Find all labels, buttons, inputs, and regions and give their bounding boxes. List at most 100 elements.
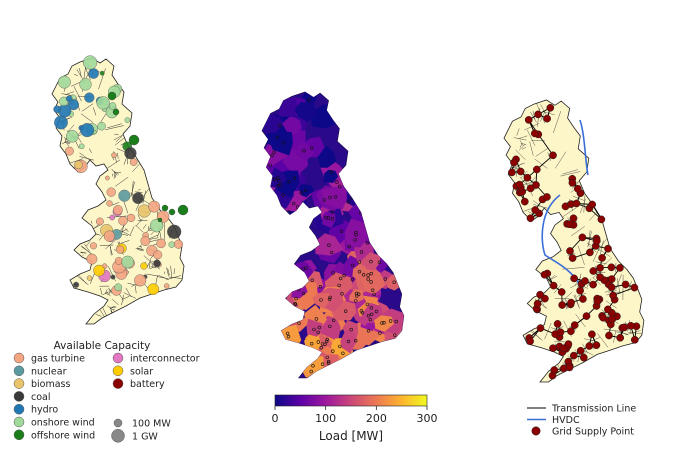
onshore-wind-marker: [124, 117, 131, 123]
load-point: [329, 250, 334, 255]
region-boundary: [108, 288, 112, 294]
region-boundary: [65, 91, 75, 95]
grid-supply-point-marker: [526, 184, 535, 193]
load-region: [302, 356, 324, 375]
size-legend-label: 100 MW: [132, 419, 171, 430]
gas-turbine-legend-swatch: [13, 352, 25, 364]
gas-turbine-marker: [89, 242, 97, 250]
solar-legend-swatch: [112, 365, 124, 377]
load-point: [272, 177, 277, 182]
hydro-marker: [54, 115, 68, 130]
load-point: [327, 359, 331, 364]
region-boundary: [76, 69, 83, 80]
grid-supply-point-marker: [588, 200, 597, 209]
load-point: [285, 331, 290, 336]
load-point: [301, 291, 306, 296]
load-point: [354, 339, 358, 343]
region-boundary: [73, 86, 82, 102]
load-point: [325, 337, 329, 342]
load-point: [372, 292, 376, 297]
load-point: [314, 317, 319, 321]
grid-supply-point-marker: [596, 263, 604, 272]
grid-supply-point-marker: [586, 248, 594, 257]
region-boundary: [151, 263, 154, 268]
hvdc-link-west: [541, 194, 581, 286]
region-boundary: [136, 218, 143, 226]
colorbar-gradient: [274, 394, 428, 407]
load-point: [350, 263, 355, 268]
grid-supply-point-marker: [516, 167, 525, 176]
gas-turbine-marker: [113, 205, 123, 215]
region-boundary: [121, 294, 124, 306]
region-boundary: [521, 147, 527, 150]
region-boundary: [111, 202, 120, 206]
region-boundary: [115, 173, 117, 178]
load-point: [366, 329, 371, 333]
hvdc-legend-label: HVDC: [552, 415, 580, 426]
region-boundary: [123, 292, 137, 299]
grid-supply-point-marker: [543, 114, 551, 123]
gas-turbine-marker: [134, 274, 147, 287]
load-region: [323, 169, 339, 183]
grid-supply-point-marker: [604, 244, 612, 253]
load-point: [342, 273, 346, 278]
grid-supply-point-marker: [526, 337, 534, 346]
load-point: [346, 339, 351, 344]
grid-supply-point-marker: [533, 299, 542, 308]
grid-supply-point-marker: [549, 344, 557, 353]
capacity-map: [51, 55, 189, 325]
region-boundary: [142, 190, 147, 204]
coal-marker: [73, 281, 80, 288]
load-point: [354, 299, 358, 303]
region-boundary: [115, 135, 123, 142]
load-point: [331, 271, 335, 275]
region-boundary: [113, 171, 116, 179]
region-boundary: [105, 289, 108, 294]
region-boundary: [82, 254, 84, 256]
load-point: [340, 292, 344, 296]
grid-supply-point-marker: [568, 254, 577, 262]
grid-supply-point-marker: [582, 312, 591, 320]
grid-supply-point-marker: [553, 320, 562, 328]
load-point: [325, 339, 329, 344]
coal-legend-swatch: [13, 391, 25, 402]
region-boundary: [513, 137, 527, 141]
region-boundary: [560, 171, 581, 177]
load-point: [355, 294, 359, 298]
load-point: [357, 260, 362, 264]
load-point: [331, 349, 335, 353]
grid-supply-points: [508, 103, 641, 380]
region-boundary: [573, 294, 580, 309]
load-point: [333, 195, 338, 199]
region-boundary: [140, 245, 143, 249]
network-map: [503, 99, 645, 383]
load-point: [316, 340, 320, 344]
onshore-wind-marker: [97, 121, 106, 131]
hydro-legend-label: hydro: [31, 405, 58, 416]
grid-supply-point-marker: [608, 315, 617, 324]
load-point: [369, 280, 373, 284]
grid-supply-point-marker: [564, 340, 573, 348]
grid-supply-point-marker: [609, 291, 617, 300]
grid-supply-point-marker: [546, 103, 555, 112]
solar-marker: [93, 264, 105, 277]
grid-supply-point-marker: [523, 173, 532, 182]
grid-supply-point-marker: [578, 233, 587, 242]
region-boundary: [560, 291, 573, 303]
grid-supply-point-marker: [573, 184, 582, 193]
region-boundary: [166, 275, 181, 280]
region-boundary: [66, 141, 71, 144]
region-boundary: [122, 296, 130, 300]
colorbar-tick-label: 100: [315, 412, 336, 425]
region-boundary: [105, 239, 117, 250]
load-point: [346, 200, 351, 204]
load-point: [330, 210, 335, 214]
gas-turbine-marker: [153, 250, 163, 260]
region-boundary: [110, 307, 112, 314]
load-point: [394, 319, 398, 324]
colorbar-tick-label: 200: [366, 412, 387, 425]
load-point: [368, 317, 372, 322]
region-boundary: [125, 287, 132, 297]
region-boundary: [115, 176, 129, 187]
grid-supply-point-marker: [549, 281, 558, 290]
